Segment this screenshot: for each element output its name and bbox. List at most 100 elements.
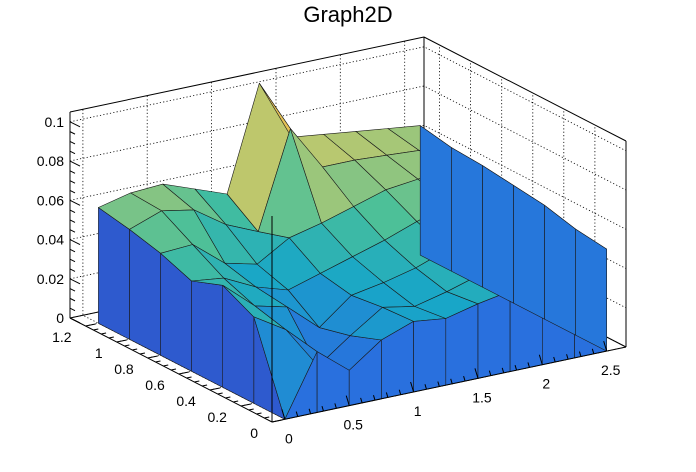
y-minor-tick [233,400,239,403]
y-minor-tick [256,412,262,415]
z-minor-tick [69,140,76,145]
z-minor-tick [69,190,76,194]
x-tick [538,354,543,365]
front-box [271,216,627,423]
surface-patch [98,207,130,340]
z-minor-tick [69,229,76,233]
z-tick [69,160,81,167]
z-tick-label: 0.04 [37,232,64,248]
y-minor-tick [155,360,161,363]
axes: 0 0.02 0.04 0.06 0.08 0.1 0 0.2 0.4 0.6 0.8 1 1.2 0 0.… [37,114,621,446]
y-minor-tick [201,384,208,387]
x-minor-tick [424,384,427,390]
y-minor-tick [248,408,254,411]
x-tick-label: 0.5 [344,417,364,433]
x-minor-tick [488,370,492,376]
x-tick [410,381,415,393]
y-minor-tick [264,416,270,419]
y-tick [209,387,220,391]
z-minor-tick [69,150,76,155]
x-minor-tick [578,351,582,357]
z-tick-label: 0.02 [37,271,64,287]
chart-title: Graph2D [303,2,393,27]
y-tick [178,371,189,375]
y-minor-tick [163,364,169,367]
y-tick-label: 0.8 [114,361,134,377]
y-minor-tick [194,380,200,383]
z-tick [69,121,81,128]
x-minor-tick [566,354,569,360]
surface-patch [450,147,483,288]
x-minor-tick [450,378,453,384]
y-minor-tick [225,396,231,399]
x-minor-tick [527,362,530,368]
y-minor-tick [132,348,138,351]
y-tick [147,355,158,359]
surface-patch [445,303,479,386]
y-minor-tick [108,336,114,339]
surface-patch [513,185,545,320]
y-tick-label: 0.6 [145,377,165,393]
z-minor-tick [69,297,76,302]
x-minor-tick [514,365,518,371]
surface-patch [544,205,576,336]
y-tick-label: 0.2 [207,409,227,425]
x-minor-tick [398,389,402,395]
y-tick-label: 1.2 [52,329,72,345]
z-minor-tick [69,209,76,214]
surface-mesh [98,82,608,420]
z-minor-tick [69,219,76,223]
y-tick [240,403,252,407]
x-tick-label: 0 [285,430,293,446]
front-edge [271,346,627,423]
x-minor-tick [360,397,363,404]
z-minor-tick [69,180,76,184]
y-minor-tick [139,352,146,355]
y-minor-tick [186,376,192,379]
x-minor-tick [373,395,376,401]
surface-patch [413,318,447,393]
z-minor-tick [69,288,76,292]
x-tick-label: 1 [414,403,422,419]
x-minor-tick [321,405,324,412]
x-minor-tick [501,367,505,374]
y-minor-tick [100,332,107,335]
x-tick [603,340,608,352]
z-minor-tick [69,170,76,174]
y-tick [271,419,283,423]
z-tick-label: 0.08 [37,153,64,169]
y-tick-label: 0.4 [176,393,196,409]
z-minor-tick [69,307,76,312]
z-tick-label: 0.1 [45,114,65,130]
surface-patch [575,228,608,352]
x-minor-tick [553,356,556,363]
z-tick [69,199,81,206]
x-minor-tick [591,348,595,354]
x-minor-tick [437,381,440,387]
x-tick [281,409,286,420]
surface-patch [191,280,223,388]
z-tick-label: 0 [56,310,64,326]
x-tick [474,368,479,379]
x-minor-tick [463,375,466,382]
x-tick-label: 2 [542,376,550,392]
y-minor-tick [170,368,177,371]
z-minor-tick [69,258,76,263]
y-tick [85,323,96,327]
back-edge [423,36,627,142]
y-minor-tick [217,392,223,395]
x-minor-tick [334,403,337,409]
z-tick [69,317,81,324]
y-minor-tick [124,344,130,347]
z-minor-tick [69,268,76,272]
z-tick [69,278,81,285]
x-tick-label: 1.5 [472,389,492,405]
y-minor-tick [93,328,99,331]
x-minor-tick [385,392,389,398]
z-tick [69,239,81,245]
x-minor-tick [295,411,299,417]
y-tick-label: 0 [250,425,258,441]
x-tick-label: 2.5 [601,362,621,378]
